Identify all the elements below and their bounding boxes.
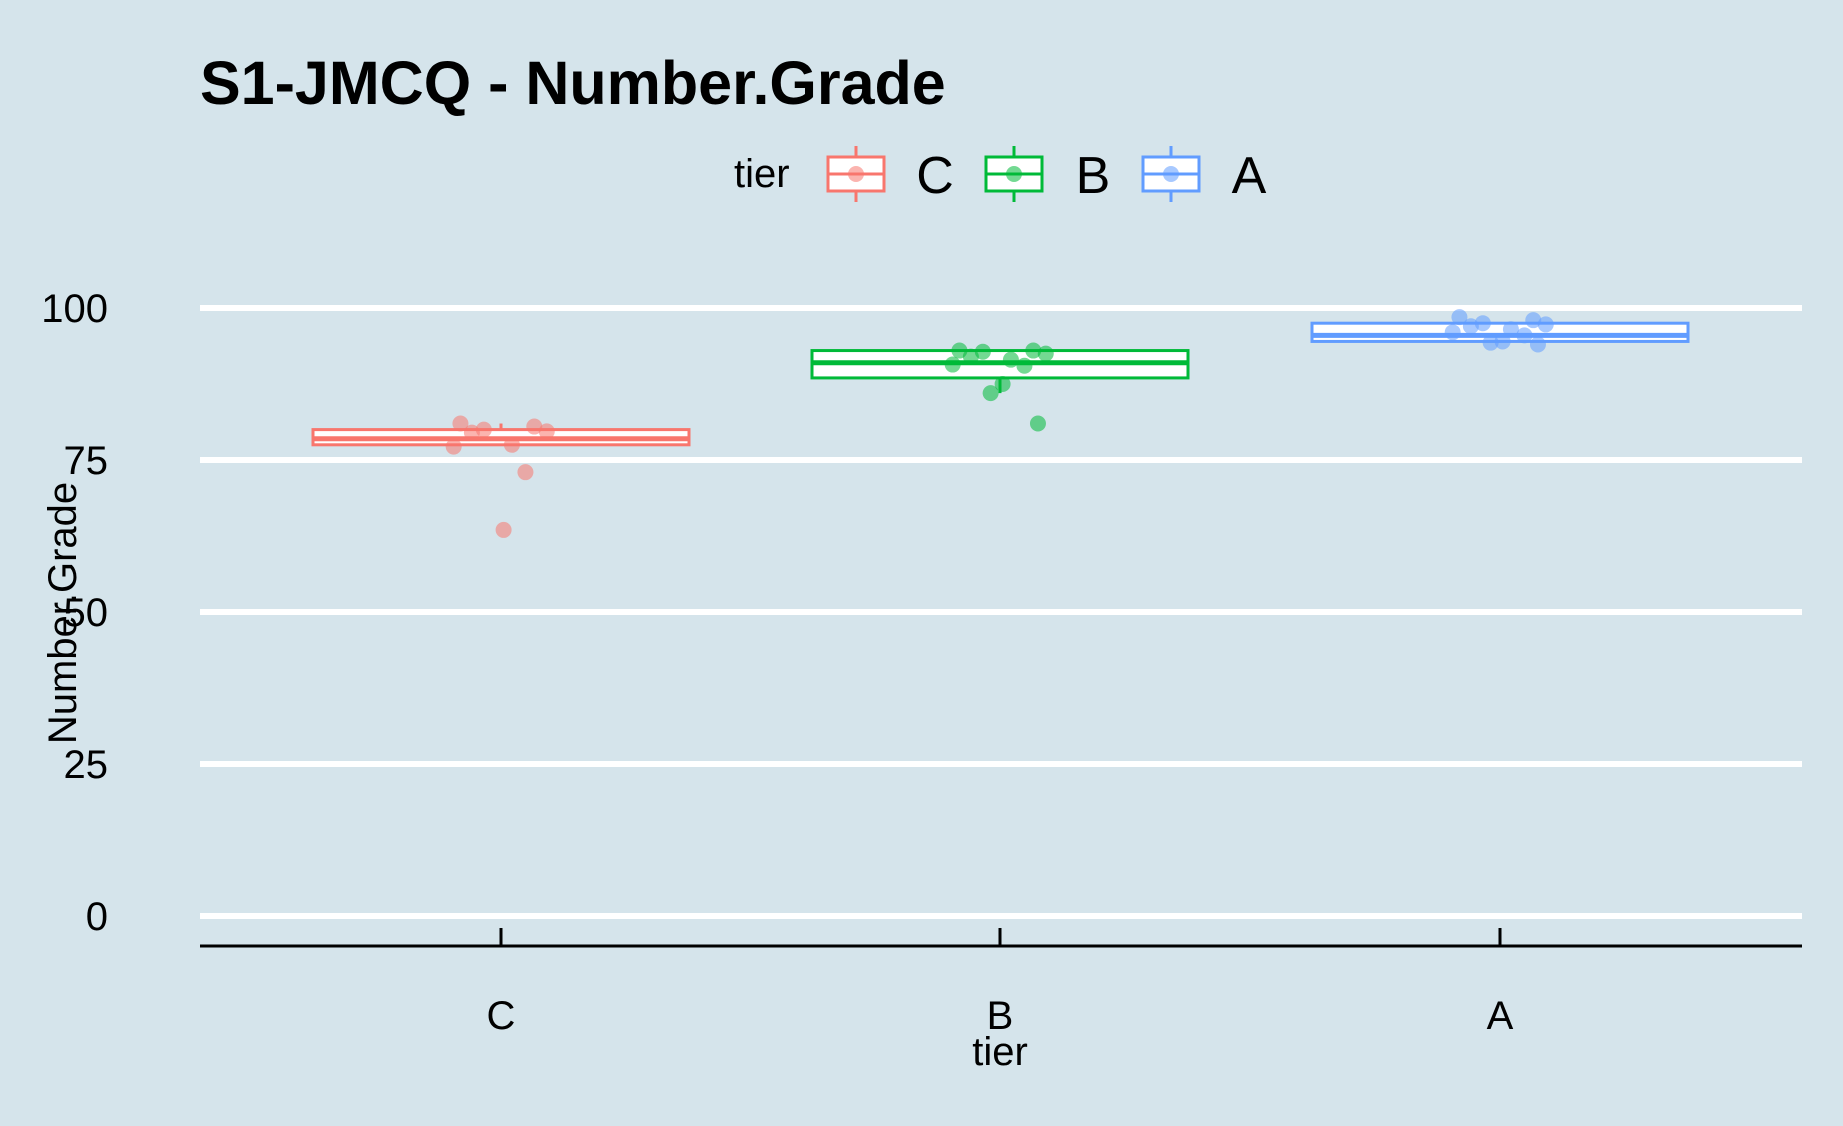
- data-point: [1482, 334, 1499, 351]
- data-point: [962, 348, 979, 365]
- y-tick-label: 0: [86, 895, 108, 939]
- data-point: [974, 343, 991, 360]
- data-point: [1494, 333, 1511, 350]
- data-point: [1474, 315, 1491, 332]
- x-axis-title: tier: [972, 1030, 1028, 1074]
- data-point: [1025, 342, 1042, 359]
- legend-label: C: [916, 147, 954, 205]
- data-point: [475, 421, 492, 438]
- data-point: [1516, 327, 1533, 344]
- legend-label: A: [1232, 147, 1267, 205]
- data-point: [517, 464, 534, 481]
- y-tick-label: 25: [64, 743, 109, 787]
- data-point: [944, 356, 961, 373]
- data-point: [1029, 415, 1046, 432]
- data-point: [445, 438, 462, 455]
- box-group-a: [1310, 309, 1690, 353]
- legend-key-point: [848, 166, 864, 182]
- data-point: [1529, 336, 1546, 353]
- data-point: [463, 424, 480, 441]
- data-point: [1451, 309, 1468, 326]
- grid: [200, 305, 1802, 919]
- box-group-c: [311, 415, 691, 538]
- data-point: [1537, 316, 1554, 333]
- data-point: [1502, 321, 1519, 338]
- data-point: [1444, 324, 1461, 341]
- x-tick-label: C: [487, 994, 516, 1038]
- legend-item-c: C: [826, 146, 954, 205]
- y-axis-title: Number.Grade: [41, 482, 85, 744]
- legend-item-a: A: [1141, 146, 1267, 205]
- legend-label: B: [1076, 147, 1111, 205]
- y-tick-label: 75: [64, 439, 109, 483]
- y-tick-label: 50: [64, 591, 109, 635]
- x-tick-label: B: [987, 994, 1014, 1038]
- data-point: [538, 423, 555, 440]
- legend: tier C B A: [734, 146, 1267, 205]
- legend-key-point: [1163, 166, 1179, 182]
- legend-key-point: [1006, 166, 1022, 182]
- plot-area: [311, 309, 1690, 538]
- x-tick-label: A: [1487, 994, 1514, 1038]
- data-point: [495, 521, 512, 538]
- data-point: [1002, 351, 1019, 368]
- y-tick-label: 100: [41, 287, 108, 331]
- data-point: [452, 415, 469, 432]
- chart-title: S1-JMCQ - Number.Grade: [200, 49, 946, 117]
- data-point: [1037, 345, 1054, 362]
- legend-title: tier: [734, 152, 790, 196]
- data-point: [526, 418, 543, 435]
- legend-item-b: B: [984, 146, 1111, 205]
- data-point: [1462, 318, 1479, 335]
- data-point: [982, 385, 999, 402]
- data-point: [1525, 312, 1542, 329]
- data-point: [994, 376, 1011, 392]
- data-point: [1016, 357, 1033, 374]
- y-axis: 0 25 50 75 100: [41, 287, 108, 939]
- data-point: [503, 436, 520, 453]
- box-group-b: [810, 342, 1190, 432]
